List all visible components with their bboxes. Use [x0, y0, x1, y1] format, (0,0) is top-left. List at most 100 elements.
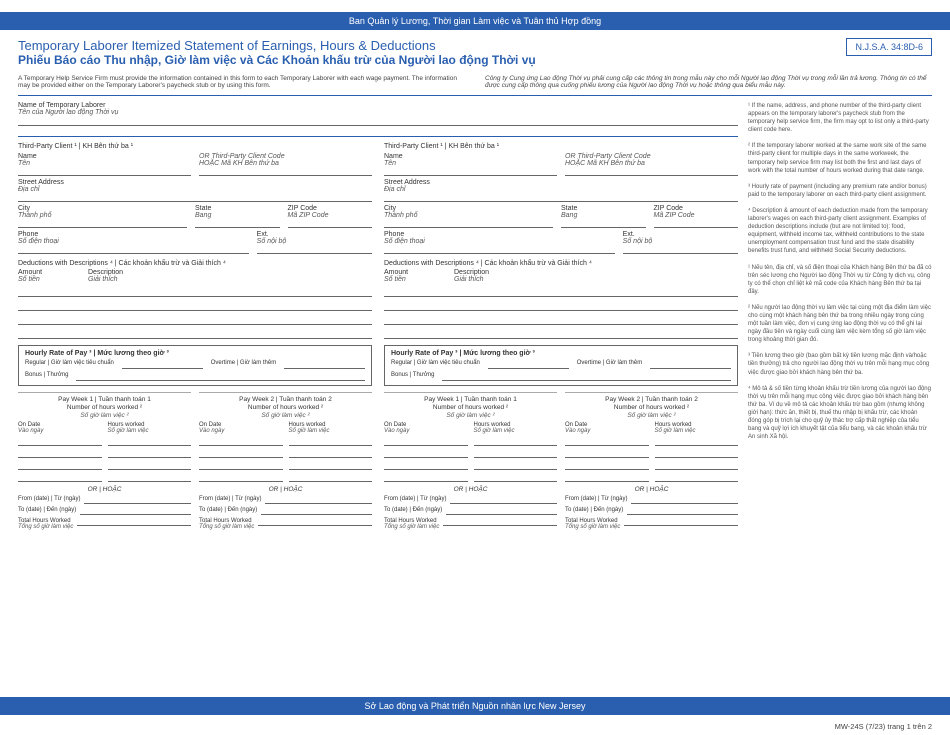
input-line[interactable]: [80, 507, 191, 515]
lbl-hw-vi: Số giờ làm việc: [474, 428, 558, 434]
input-line[interactable]: [655, 451, 739, 458]
input-line[interactable]: [284, 360, 365, 369]
input-line[interactable]: [561, 219, 646, 228]
input-line[interactable]: [18, 439, 102, 446]
input-line[interactable]: [18, 463, 102, 470]
lbl-clientcode: OR Third-Party Client Code: [199, 153, 372, 160]
input-line[interactable]: [199, 463, 283, 470]
input-line[interactable]: [18, 245, 249, 254]
pw1-title: Pay Week 1 | Tuần thanh toán 1: [384, 396, 557, 404]
input-line[interactable]: [77, 518, 191, 526]
input-line[interactable]: [76, 372, 365, 381]
input-line[interactable]: [288, 219, 373, 228]
input-line[interactable]: [289, 439, 373, 446]
lbl-ext-vi: Số nội bộ: [257, 238, 372, 245]
input-line[interactable]: [384, 289, 738, 297]
input-line[interactable]: [18, 219, 187, 228]
input-line[interactable]: [623, 245, 738, 254]
name-field: Name of Temporary Laborer Tên của Người …: [18, 102, 738, 126]
input-line[interactable]: [654, 219, 739, 228]
input-line[interactable]: [384, 475, 468, 482]
input-line[interactable]: [384, 331, 738, 339]
lbl-ext: Ext.: [257, 231, 372, 238]
input-line[interactable]: [565, 167, 738, 176]
input-line[interactable]: [289, 463, 373, 470]
input-line[interactable]: [384, 303, 738, 311]
input-line[interactable]: [199, 439, 283, 446]
input-line[interactable]: [442, 372, 731, 381]
rate-box: Hourly Rate of Pay ³ | Mức lương theo gi…: [18, 345, 372, 386]
input-line[interactable]: [108, 439, 192, 446]
input-line[interactable]: [289, 475, 373, 482]
input-line[interactable]: [384, 451, 468, 458]
input-line[interactable]: [443, 518, 557, 526]
input-line[interactable]: [565, 463, 649, 470]
lbl-city: City: [384, 205, 553, 212]
input-line[interactable]: [650, 360, 731, 369]
input-line[interactable]: [384, 317, 738, 325]
input-line[interactable]: [384, 245, 615, 254]
input-line[interactable]: [199, 451, 283, 458]
lbl-zip: ZIP Code: [288, 205, 373, 212]
input-line[interactable]: [18, 331, 372, 339]
input-line[interactable]: [384, 463, 468, 470]
lbl-city: City: [18, 205, 187, 212]
input-line[interactable]: [655, 439, 739, 446]
input-line[interactable]: [384, 193, 738, 202]
input-line[interactable]: [474, 475, 558, 482]
input-line[interactable]: [18, 303, 372, 311]
input-line[interactable]: [18, 167, 191, 176]
input-line[interactable]: [384, 167, 557, 176]
input-line[interactable]: [565, 439, 649, 446]
input-line[interactable]: [565, 451, 649, 458]
lbl-name: Name: [384, 153, 557, 160]
input-line[interactable]: [108, 475, 192, 482]
input-line[interactable]: [631, 496, 738, 504]
payweek-1: Pay Week 1 | Tuần thanh toán 1 Number of…: [18, 392, 191, 530]
note-2: ² If the temporary laborer worked at the…: [748, 142, 932, 174]
input-line[interactable]: [84, 496, 191, 504]
input-line[interactable]: [384, 439, 468, 446]
name-input-line[interactable]: [18, 116, 738, 126]
pw-nhw: Number of hours worked ²: [384, 404, 557, 412]
lbl-ext-vi: Số nội bộ: [623, 238, 738, 245]
input-line[interactable]: [627, 507, 738, 515]
lbl-hw-vi: Số giờ làm việc: [289, 428, 373, 434]
note-4-vi: ⁴ Mô tả & số tiền từng khoản khấu trừ ti…: [748, 385, 932, 442]
input-line[interactable]: [474, 463, 558, 470]
pw-nhw: Number of hours worked ²: [565, 404, 738, 412]
input-line[interactable]: [488, 360, 569, 369]
input-line[interactable]: [195, 219, 280, 228]
input-line[interactable]: [18, 193, 372, 202]
input-line[interactable]: [446, 507, 557, 515]
deduction-lines: [384, 289, 738, 339]
input-line[interactable]: [18, 451, 102, 458]
input-line[interactable]: [108, 451, 192, 458]
input-line[interactable]: [474, 451, 558, 458]
input-line[interactable]: [384, 219, 553, 228]
input-line[interactable]: [655, 463, 739, 470]
rate-header: Hourly Rate of Pay ³ | Mức lương theo gi…: [391, 350, 731, 357]
input-line[interactable]: [565, 475, 649, 482]
lbl-from: From (date) | Từ (ngày): [565, 496, 627, 504]
input-line[interactable]: [265, 496, 372, 504]
input-line[interactable]: [257, 245, 372, 254]
input-line[interactable]: [18, 317, 372, 325]
input-line[interactable]: [199, 167, 372, 176]
lbl-clientcode-vi: HOẶC Mã KH Bên thứ ba: [565, 160, 738, 167]
input-line[interactable]: [108, 463, 192, 470]
input-line[interactable]: [474, 439, 558, 446]
input-line[interactable]: [624, 518, 738, 526]
note-2-vi: ² Nếu người lao động thời vụ làm việc tạ…: [748, 304, 932, 344]
input-line[interactable]: [199, 475, 283, 482]
input-line[interactable]: [122, 360, 203, 369]
input-line[interactable]: [289, 451, 373, 458]
input-line[interactable]: [450, 496, 557, 504]
input-line[interactable]: [655, 475, 739, 482]
input-line[interactable]: [18, 475, 102, 482]
input-line[interactable]: [18, 289, 372, 297]
divider: [18, 95, 932, 96]
input-line[interactable]: [258, 518, 372, 526]
lbl-desc: Description: [88, 269, 123, 276]
input-line[interactable]: [261, 507, 372, 515]
